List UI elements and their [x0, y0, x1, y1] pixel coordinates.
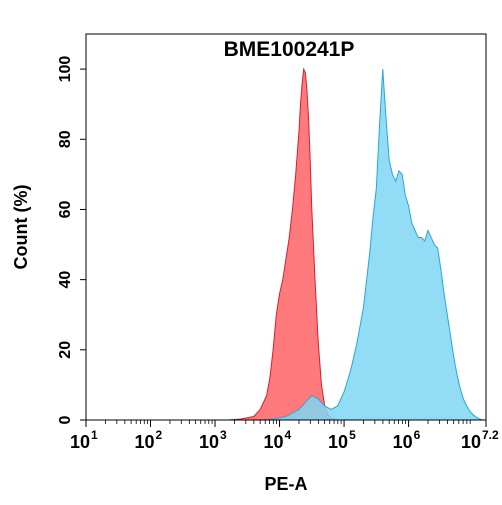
y-tick-label: 40	[57, 271, 74, 289]
y-axis-label: Count (%)	[11, 185, 31, 270]
x-tick-label: 10	[461, 432, 481, 452]
y-tick-label: 20	[57, 341, 74, 359]
histogram-series-1	[227, 67, 338, 421]
x-tick-label: 10	[264, 432, 284, 452]
x-tick-exponent: 2	[156, 428, 163, 442]
y-tick-label: 100	[57, 56, 74, 83]
x-tick-exponent: 4	[285, 428, 292, 442]
x-tick-label: 10	[328, 432, 348, 452]
chart-title: BME100241P	[224, 38, 355, 61]
y-tick-label: 80	[57, 130, 74, 148]
plot-area	[227, 67, 483, 421]
x-tick-label: 10	[393, 432, 413, 452]
x-tick-label: 10	[199, 432, 219, 452]
x-tick-exponent: 6	[414, 428, 421, 442]
y-tick-label: 0	[57, 415, 74, 424]
x-tick-exponent: 1	[91, 428, 98, 442]
x-tick-exponent: 3	[220, 428, 227, 442]
x-tick-label: 10	[135, 432, 155, 452]
x-tick-exponent: 5	[349, 428, 356, 442]
x-axis-label: PE-A	[264, 474, 307, 494]
x-tick-label: 10	[70, 432, 90, 452]
x-tick-exponent: 7.2	[482, 428, 499, 442]
histogram-series-2	[253, 69, 483, 421]
plot-frame	[85, 33, 487, 421]
y-tick-label: 60	[57, 200, 74, 218]
